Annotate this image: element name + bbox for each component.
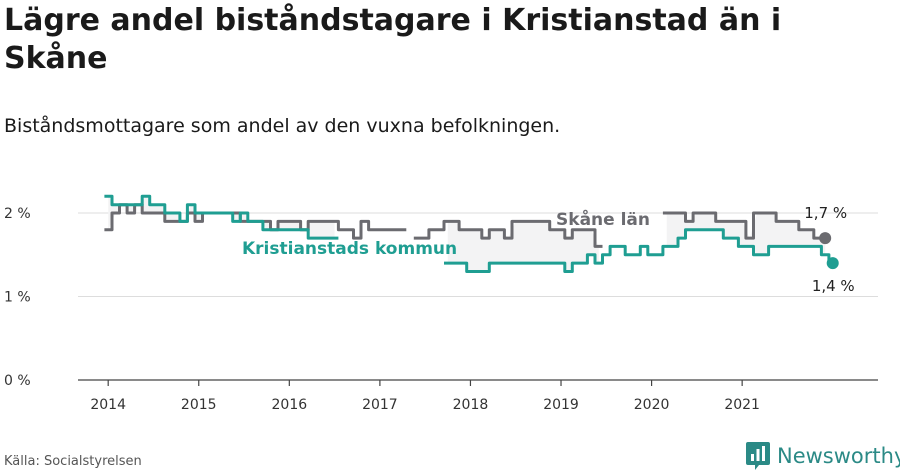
difference-band: [447, 221, 599, 272]
newsworthy-logo-icon: [746, 442, 770, 470]
x-tick-label: 2014: [90, 397, 126, 413]
x-tick-label: 2016: [272, 397, 308, 413]
skane-end-value-label: 1,7 %: [804, 204, 847, 222]
x-tick-label: 2021: [724, 397, 760, 413]
chart-title: Lägre andel biståndstagare i Kristiansta…: [4, 3, 782, 76]
kristianstad-series-line: [104, 194, 837, 273]
kristianstad-end-point: [826, 257, 839, 270]
y-tick-label: 2 %: [4, 206, 31, 222]
x-tick-label: 2015: [181, 397, 217, 413]
y-tick-label: 0 %: [4, 373, 31, 389]
skane-series-label: Skåne län: [556, 208, 650, 230]
x-tick-label: 2020: [634, 397, 670, 413]
kristianstad-series-label: Kristianstads kommun: [242, 239, 457, 259]
skane-end-point: [819, 232, 832, 245]
kristianstad-end-value-label: 1,4 %: [812, 277, 855, 295]
x-tick-label: 2017: [362, 397, 398, 413]
chart-subtitle: Biståndsmottagare som andel av den vuxna…: [4, 115, 561, 137]
brand-name: Newsworthy: [777, 444, 900, 468]
source-note: Källa: Socialstyrelsen: [4, 454, 142, 469]
y-tick-label: 1 %: [4, 290, 31, 306]
x-tick-label: 2019: [543, 397, 579, 413]
x-tick-label: 2018: [453, 397, 489, 413]
brand-logo: Newsworthy: [745, 441, 900, 471]
